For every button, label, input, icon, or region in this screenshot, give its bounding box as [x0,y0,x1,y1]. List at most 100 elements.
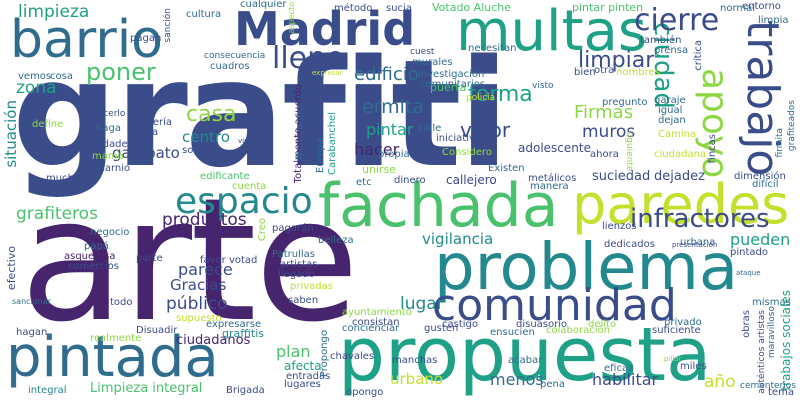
word-tambien: también [640,35,682,46]
word-eficaz: eficaz [604,363,634,374]
word-necesitan: necesitan [468,43,517,54]
word-hagan: hagan [16,327,48,338]
word-grafiteados: grafiteados [787,100,797,152]
word-plan: plan [276,342,311,361]
word-seguro: visitan [238,137,262,145]
word-lienzos: lienzos [602,221,637,232]
word-necesitamos: Necesitamos [295,102,305,160]
word-urbano: urbano [390,370,444,388]
word-etc: etc [356,177,372,188]
word-limpieza-integral: Limpieza integral [90,381,203,396]
word-concienciar: concienciar [342,323,400,334]
word-vigilancia: vigilancia [422,230,494,248]
word-considero: Considero [442,147,492,158]
word-pagan: pagan [130,33,162,44]
word-graffitis: graffitis [222,327,264,340]
word-entorno: entorno [742,1,781,12]
word-publico: público [166,294,228,314]
word-hacer: hacer [354,140,400,159]
word-efectivo: Propongo [319,330,330,378]
word-garabato: garabato [112,144,180,162]
word-pregunto: pregunto [602,97,648,108]
word-manchas: manchas [392,355,438,366]
word-cuest: cuest [410,47,435,57]
word-trabajos-sociales: trabajos sociales [779,290,793,391]
word-pintada: pintada [6,325,219,390]
word-cada: cada [134,127,159,138]
word-otra: otra [594,65,615,76]
word-dimension: dimensión [734,171,786,182]
word-autenticos-artistas: efectivo [5,246,18,291]
word-garaje: garaje [654,95,686,106]
word-murales: murales [412,57,453,68]
word-valor: valor [460,118,511,142]
word-unico: único [46,183,74,194]
word-productos: productos [162,210,247,230]
word-lleno: cierre [634,3,720,38]
word-cultura: cultura [186,9,222,20]
word-ahora: ahora [590,149,619,160]
word-edificio: edificio [354,64,419,85]
word-calle: calle [418,123,442,134]
word-visitan: expresar [312,69,343,77]
word-pena: pena [540,379,565,390]
word-iniciativa: iniciativa [436,133,482,144]
word-bien: bien [574,67,596,78]
word-firmas: Firmas [574,102,634,123]
word-menos: menos [490,370,544,389]
word-gracias: Gracias [170,276,227,294]
word-investigacion: investigación [418,69,485,80]
word-ermita: ermita [362,96,425,118]
word-patrullas: Patrullas [272,249,315,260]
word-miles: miles [680,361,707,372]
word-ensucien: ensucien [490,327,535,338]
word-grafiteros: grafiteros [16,204,98,224]
word-creo: Creo [257,218,268,242]
word-madrid: Madrid [234,2,416,56]
word-parece: parece [178,260,233,279]
word-europa: Europa [315,138,326,174]
word-realmente: realmente [90,333,142,344]
word-chavales: chavales [330,351,375,362]
word-carabanchel: Carabanchel [327,112,338,175]
word-mama: mamá [92,151,124,162]
word-paredes: paredes [572,173,790,236]
word-limpieza: ciudad [648,22,678,109]
word-castigo: castigo [442,319,479,330]
word-ciudades: ciudades [88,139,133,150]
word-puerta: puerta [430,81,467,94]
word-infractores: limpieza [18,2,90,22]
word-arte: arte [20,162,359,360]
word-acabar: acabar [508,355,543,366]
word-parte: parte [136,253,163,264]
word-lugares: lugares [284,379,321,390]
word-brigada: Brigada [226,385,265,396]
word-delito: delito [588,319,617,330]
word-disuasorio: disuasorio [516,319,568,330]
word-gusten: gusten [424,323,459,334]
word-cementerios: maravilloso [767,306,777,359]
word-nombres: nombres [616,67,660,78]
word-ano: año [704,372,736,392]
word-afecta: afecta [284,359,322,373]
word-firmita: firmita [775,128,785,158]
word-dejadez: dejadez [654,169,705,184]
word-expresarse: expresarse [206,319,262,330]
word-mucha: mucha [46,173,81,184]
word-fachada: fachada [318,171,559,241]
word-papa: papá [84,241,109,252]
word-participan: pillar [664,355,682,363]
word-propongo: aspecto [287,2,296,34]
word-escarnio: escarnio [88,163,131,174]
word-normal: normal [720,3,756,14]
word-propia: propia [378,149,410,160]
word-poner: infractores [630,204,770,234]
word-real: sancionar [12,297,51,306]
word-pueden: pueden [730,230,791,249]
word-existen: Existen [488,163,525,174]
word-saben: saben [288,295,319,306]
word-muros: muros [582,122,636,142]
word-forma: forma [468,82,533,107]
word-multas: multas [456,0,648,64]
